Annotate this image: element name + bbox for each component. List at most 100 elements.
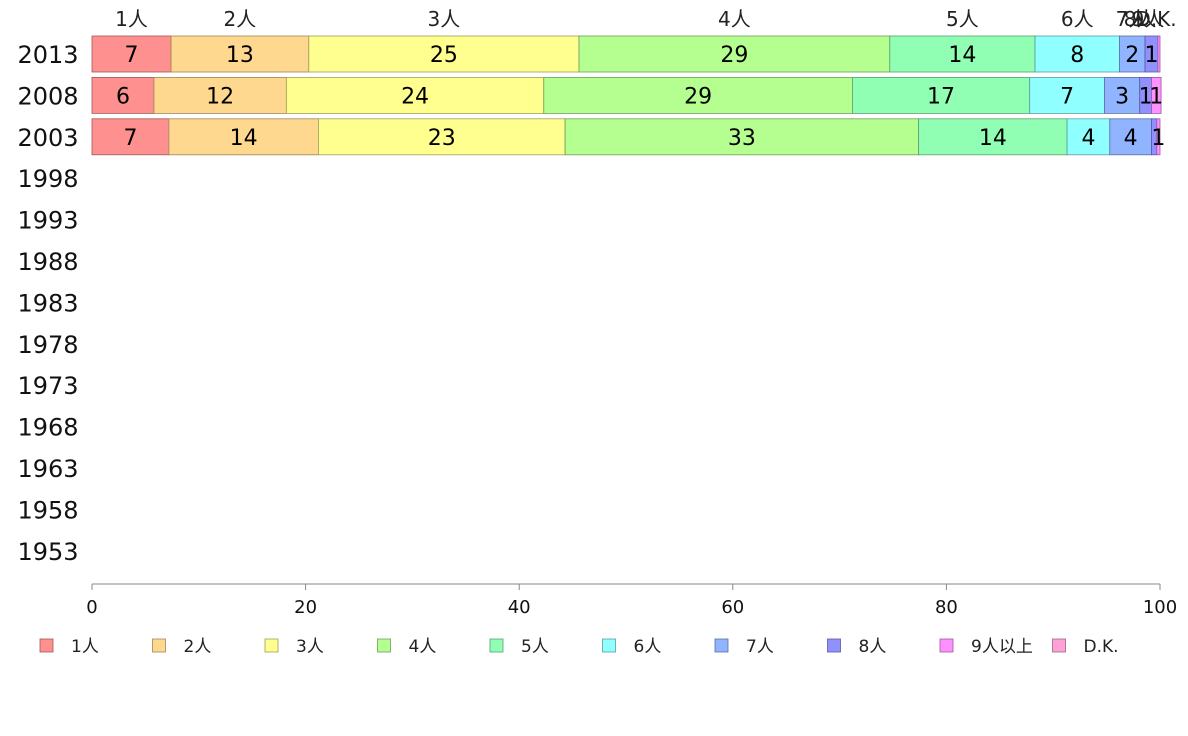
bar-segment [1151, 77, 1162, 114]
data-label: 6 [116, 84, 130, 109]
year-label: 1998 [17, 165, 78, 193]
x-tick-label: 20 [294, 597, 317, 618]
legend-swatch [152, 638, 166, 653]
x-tick-label: 40 [508, 597, 531, 618]
top-category-label: 9人 [1132, 7, 1165, 31]
top-category-label: 2人 [224, 7, 257, 31]
legend-swatch [489, 638, 504, 653]
legend-label: D.K. [1084, 637, 1119, 657]
top-category-label: 6人 [1061, 7, 1094, 31]
legend-label: 1人 [71, 637, 99, 657]
year-label: 1993 [17, 207, 78, 235]
data-label: 7 [123, 126, 137, 151]
year-label: 1973 [17, 372, 78, 400]
bars: 7 13 25 29 14 8 2 16 12 24 29 17 7 3 117 14 23 33 14 4 4 1 [91, 35, 1165, 156]
legend: 1人 2人 3人 4人 5人 6人 7人 8人 9人以上 D.K. [39, 637, 1119, 657]
year-label: 1963 [17, 455, 78, 483]
bar-segment [889, 35, 1036, 73]
data-label: 3 [1115, 84, 1129, 109]
data-label: 24 [401, 84, 429, 109]
legend-label: 9人以上 [971, 637, 1033, 657]
year-label: 1968 [17, 414, 78, 442]
legend-label: 3人 [296, 637, 324, 657]
bar-segment [1034, 35, 1120, 73]
bar-segment [852, 77, 1031, 114]
top-category-label: 7人 [1116, 7, 1149, 31]
data-label: 25 [430, 43, 458, 68]
legend-label: 2人 [184, 637, 212, 657]
year-label: 1983 [17, 289, 78, 317]
bar-segment [153, 77, 287, 114]
legend-label: 4人 [409, 637, 437, 657]
x-tick-label: 100 [1143, 597, 1177, 618]
top-category-label: 1人 [115, 7, 148, 31]
bar-segment [308, 35, 580, 73]
top-category-label: 3人 [428, 7, 461, 31]
year-label: 2013 [17, 41, 78, 69]
bar-segment [918, 118, 1068, 156]
legend-swatch [377, 638, 391, 653]
legend-swatch [827, 638, 841, 653]
data-label: 29 [684, 84, 712, 109]
legend-swatch [39, 638, 54, 653]
data-label: 12 [206, 84, 234, 109]
data-label: 14 [230, 126, 258, 151]
top-category-label: D.K. [1135, 7, 1176, 31]
legend-swatch [714, 638, 729, 653]
data-label: 4 [1124, 126, 1138, 151]
bar-segment [1029, 77, 1105, 114]
bar-segment [285, 77, 545, 114]
legend-swatch [602, 638, 616, 653]
bar-segment [1109, 118, 1152, 156]
data-label: 1 [1144, 43, 1158, 68]
year-label: 1978 [17, 331, 78, 359]
data-label: 1 [1151, 126, 1165, 151]
legend-label: 8人 [859, 637, 887, 657]
top-category-label: 4人 [718, 7, 751, 31]
x-tick-label: 60 [721, 597, 744, 618]
x-tick-label: 80 [935, 597, 958, 618]
legend-swatch [1052, 638, 1066, 653]
bar-segment [168, 118, 319, 156]
year-axis-labels: 2013 2008 2003 1998 1993 1988 1983 1978 1973 1968… [17, 41, 78, 566]
bar-segment [1119, 35, 1146, 73]
data-label: 2 [1125, 43, 1139, 68]
legend-label: 5人 [521, 637, 549, 657]
year-label: 1958 [17, 496, 78, 524]
data-label: 7 [1060, 84, 1074, 109]
legend-swatch [939, 638, 954, 653]
year-label: 1953 [17, 538, 78, 566]
top-category-label: 8人 [1124, 7, 1157, 31]
data-label: 14 [979, 126, 1007, 151]
year-label: 2003 [17, 124, 78, 152]
data-label: 1 [1149, 84, 1163, 109]
data-label: 14 [948, 43, 976, 68]
bar-segment [318, 118, 566, 156]
data-label: 8 [1070, 43, 1084, 68]
data-label: 29 [720, 43, 748, 68]
x-tick-label: 0 [86, 597, 97, 618]
x-axis: 0 20 40 60 80 100 [86, 583, 1177, 618]
bar-segment [543, 77, 853, 114]
data-label: 13 [226, 43, 254, 68]
bar-segment [1156, 118, 1161, 156]
bar-segment [1104, 77, 1141, 114]
data-label: 23 [428, 126, 456, 151]
data-label: 17 [927, 84, 955, 109]
data-label: 4 [1081, 126, 1095, 151]
legend-label: 6人 [634, 637, 662, 657]
bar-segment [1157, 35, 1161, 73]
data-label: 33 [728, 126, 756, 151]
top-category-label: 5人 [946, 7, 979, 31]
data-label: 1 [1139, 84, 1153, 109]
legend-swatch [264, 638, 279, 653]
year-label: 1988 [17, 248, 78, 276]
data-label: 7 [125, 43, 139, 68]
bar-segment [91, 118, 170, 156]
bar-segment [564, 118, 920, 156]
bar-segment [170, 35, 310, 73]
legend-label: 7人 [746, 637, 774, 657]
year-label: 2008 [17, 82, 78, 110]
